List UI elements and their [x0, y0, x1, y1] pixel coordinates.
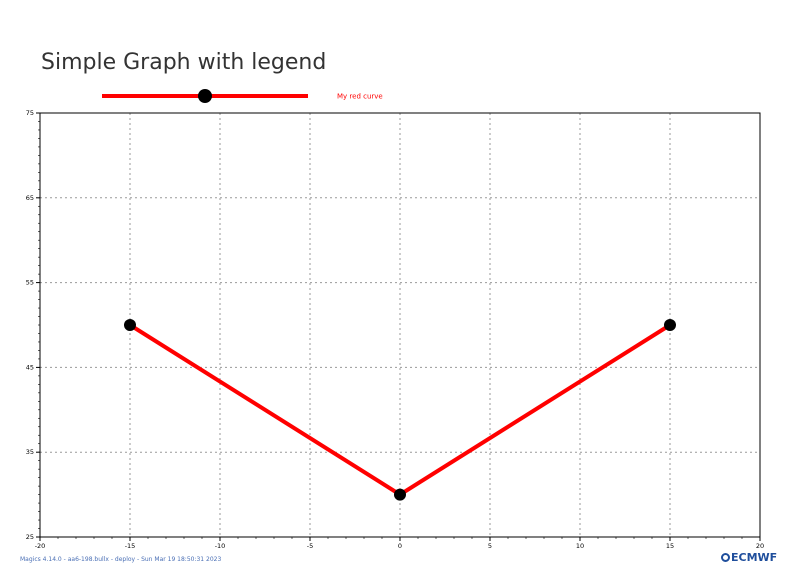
x-tick-label: -10 [215, 542, 226, 550]
legend: My red curve [102, 89, 383, 103]
y-tick-label: 35 [26, 448, 34, 456]
chart-title: Simple Graph with legend [41, 50, 327, 75]
x-tick-label: 10 [576, 542, 584, 550]
legend-marker [198, 89, 212, 103]
x-tick-label: 0 [398, 542, 402, 550]
x-tick-label: 5 [488, 542, 492, 550]
x-tick-label: -15 [125, 542, 136, 550]
x-tick-label: -20 [35, 542, 46, 550]
ecmwf-logo-icon [721, 553, 730, 562]
x-tick-label: 15 [666, 542, 674, 550]
x-tick-label: 20 [756, 542, 764, 550]
data-point [394, 488, 406, 501]
data-point [664, 319, 676, 331]
grid [40, 113, 760, 537]
data-point [124, 319, 136, 331]
series-layer [124, 319, 676, 501]
y-tick-label: 55 [26, 279, 34, 287]
y-tick-label: 25 [26, 533, 34, 541]
y-tick-label: 45 [26, 363, 34, 371]
y-tick-label: 65 [26, 194, 34, 202]
ecmwf-logo: ECMWF [721, 551, 777, 564]
footer-text: Magics 4.14.0 - aa6-198.bullx - deploy -… [20, 556, 222, 563]
logo-text: ECMWF [731, 551, 778, 564]
x-tick-label: -5 [307, 542, 313, 550]
axis-ticks: -20 -15 -10 -5 0 5 10 15 20 25 35 45 55 65 75 [26, 109, 764, 550]
y-tick-label: 75 [26, 109, 34, 117]
legend-label: My red curve [337, 93, 383, 101]
